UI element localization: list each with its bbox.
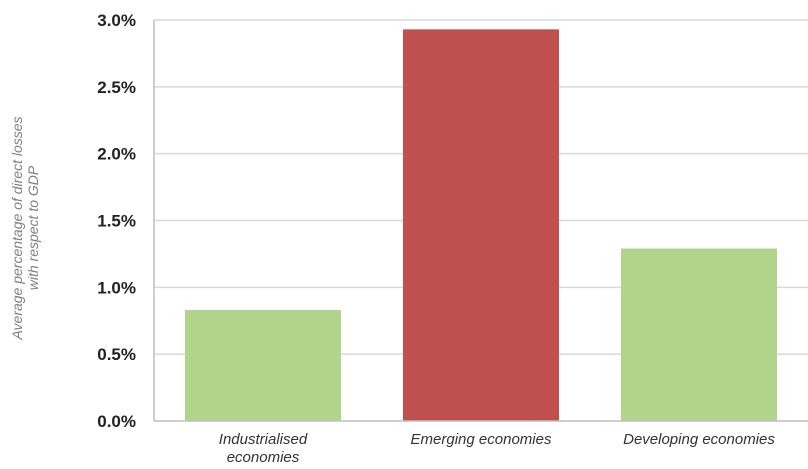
bar — [185, 310, 341, 421]
y-tick-label: 2.0% — [97, 145, 136, 164]
axes — [153, 20, 808, 422]
x-category-label: Emerging economies — [411, 431, 552, 448]
bar — [403, 29, 559, 422]
x-category-label: Industrialised — [219, 431, 308, 448]
y-tick-label: 3.0% — [97, 11, 136, 30]
bar — [621, 248, 777, 421]
y-tick-labels: 0.0% 0.5% 1.0% 1.5% 2.0% 2.5% 3.0% — [97, 11, 136, 431]
y-tick-label: 0.5% — [97, 345, 136, 364]
y-tick-label: 1.0% — [97, 278, 136, 297]
x-category-label: economies — [227, 449, 300, 466]
y-tick-label: 2.5% — [97, 78, 136, 97]
y-tick-label: 0.0% — [97, 412, 136, 431]
x-category-label: Developing economies — [623, 431, 775, 448]
y-tick-label: 1.5% — [97, 212, 136, 231]
bars — [185, 29, 777, 422]
y-axis-title: Average percentage of direct losseswith … — [9, 116, 41, 340]
y-axis-title-line: with respect to GDP — [25, 165, 41, 290]
y-axis-title-line: Average percentage of direct losses — [9, 116, 25, 340]
